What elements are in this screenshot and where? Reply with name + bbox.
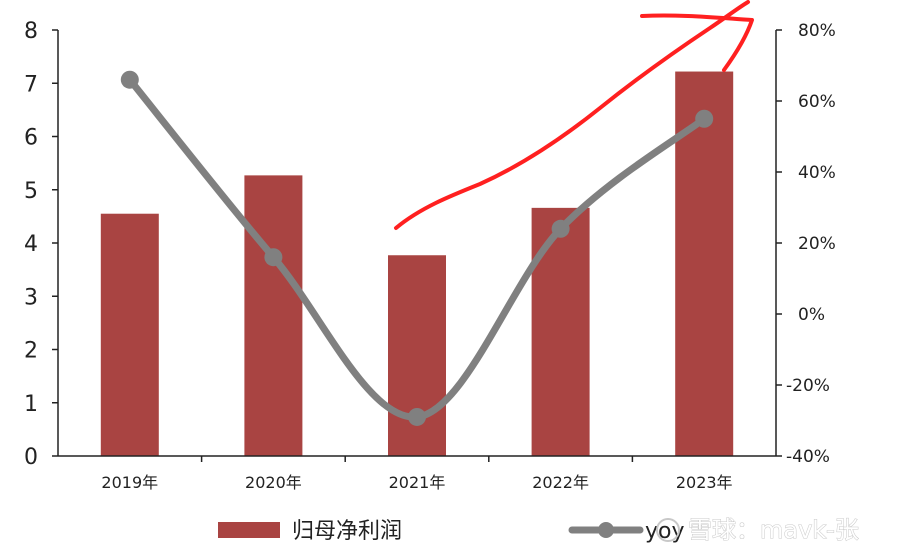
red-arrow-head xyxy=(640,13,754,72)
bar-3 xyxy=(531,207,590,456)
right-tick-label-4: 40% xyxy=(798,163,836,183)
yoy-point-4 xyxy=(695,109,714,128)
left-tick-label-1: 1 xyxy=(24,392,38,417)
x-axis-ticks: 2019年 2020年 2021年 2022年 2023年 xyxy=(101,456,733,492)
right-tick-label-5: 60% xyxy=(798,92,836,112)
legend-swatch-bar xyxy=(218,522,280,538)
legend-label-bar: 归母净利润 xyxy=(292,519,402,544)
legend: 归母净利润 yoy xyxy=(218,519,685,544)
watermark-logo-icon xyxy=(656,518,680,542)
x-tick-label-4: 2023年 xyxy=(676,473,733,492)
right-tick-label-3: 20% xyxy=(798,234,836,254)
x-tick-label-0: 2019年 xyxy=(101,473,158,492)
right-axis-ticks: -40% -20% 0% 20% 40% 60% 80% xyxy=(776,21,836,467)
legend-marker-line xyxy=(598,522,614,538)
right-tick-label-6: 80% xyxy=(798,21,836,41)
left-tick-label-4: 4 xyxy=(24,232,38,257)
right-tick-label-0: -40% xyxy=(786,447,830,467)
right-tick-label-2: 0% xyxy=(798,305,825,325)
left-tick-label-7: 7 xyxy=(24,72,38,97)
left-tick-label-2: 2 xyxy=(24,339,38,364)
left-tick-label-5: 5 xyxy=(24,179,38,204)
bars-group xyxy=(100,71,734,456)
yoy-point-3 xyxy=(551,219,570,238)
left-axis-ticks: 0 1 2 3 4 5 6 7 8 xyxy=(24,19,58,470)
watermark: 雪球：mavk-张 xyxy=(656,516,859,545)
watermark-text: 雪球：mavk-张 xyxy=(688,516,859,544)
right-tick-label-1: -20% xyxy=(786,376,830,396)
yoy-line-group xyxy=(120,70,714,426)
x-tick-label-2: 2021年 xyxy=(389,473,446,492)
x-tick-label-1: 2020年 xyxy=(245,473,302,492)
yoy-point-0 xyxy=(120,70,139,89)
left-tick-label-0: 0 xyxy=(24,445,38,470)
left-tick-label-3: 3 xyxy=(24,285,38,310)
red-arrow-shaft xyxy=(394,0,750,230)
left-tick-label-8: 8 xyxy=(24,19,38,44)
yoy-point-1 xyxy=(264,248,283,267)
bar-1 xyxy=(244,175,303,456)
bar-0 xyxy=(100,213,159,456)
left-tick-label-6: 6 xyxy=(24,126,38,151)
yoy-point-2 xyxy=(408,407,426,426)
x-tick-label-3: 2022年 xyxy=(532,473,589,492)
annotation-group xyxy=(394,0,754,230)
